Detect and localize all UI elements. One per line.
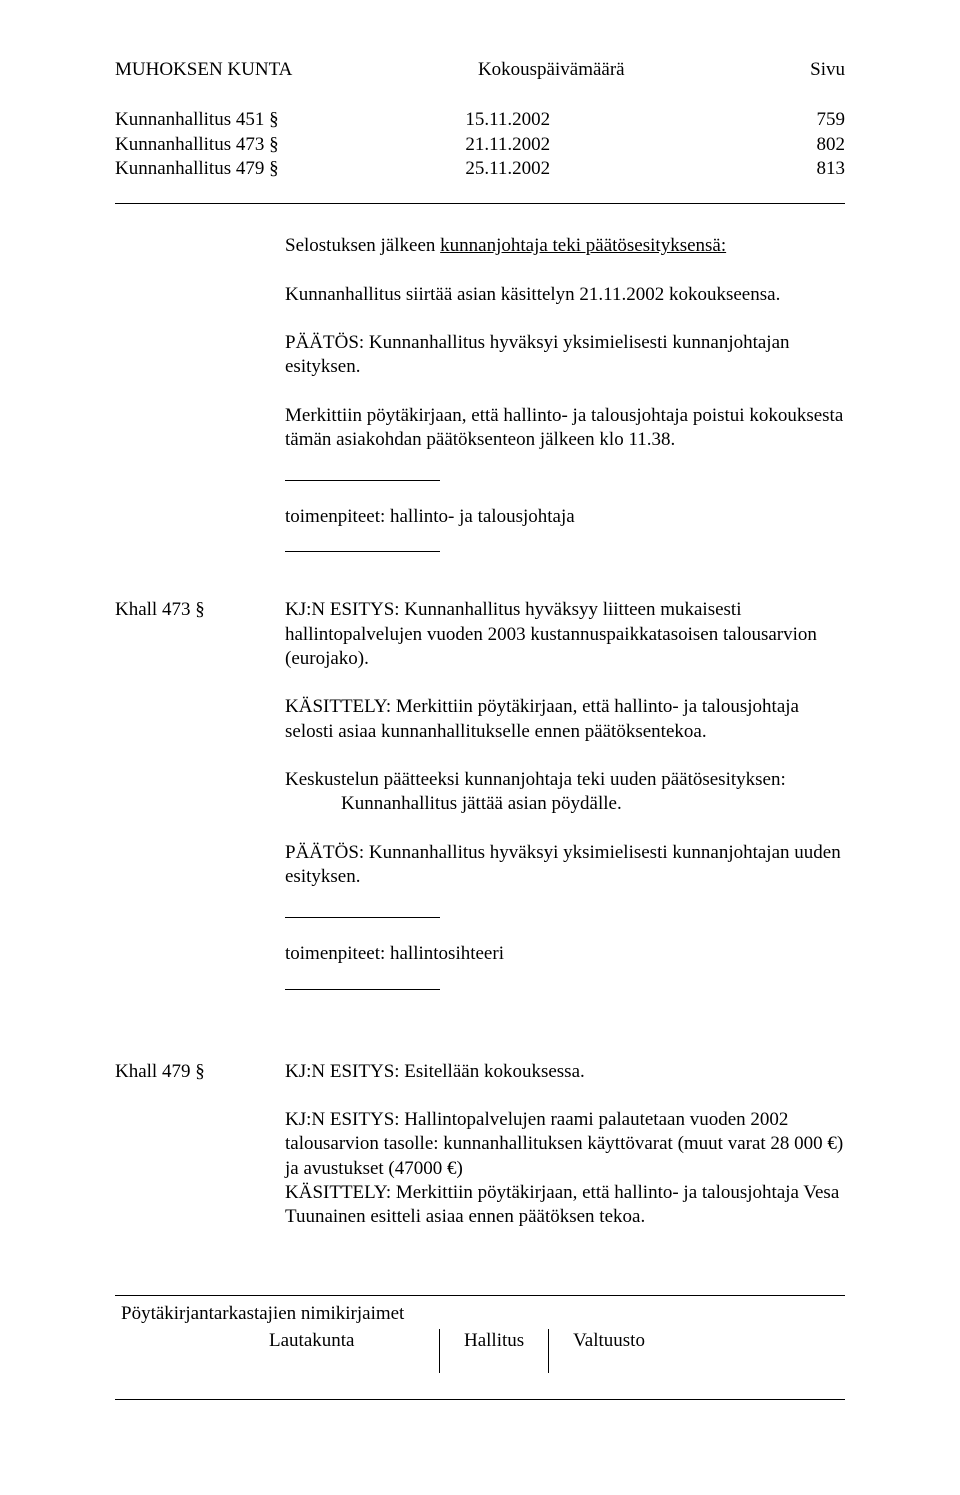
page: MUHOKSEN KUNTA Kokouspäivämäärä Sivu Kun… [0, 0, 960, 1495]
meeting-row: Kunnanhallitus 473 § 21.11.2002 802 [115, 133, 845, 157]
meeting-date: 15.11.2002 [465, 108, 655, 132]
meeting-body: Kunnanhallitus 473 § [115, 133, 465, 157]
intro-merk: Merkittiin pöytäkirjaan, että hallinto- … [285, 404, 845, 453]
khall473-paatos: PÄÄTÖS: Kunnanhallitus hyväksyi yksimiel… [285, 841, 845, 890]
date-header: Kokouspäivämäärä [478, 58, 625, 82]
meeting-page: 802 [655, 133, 845, 157]
khall473-toimenpiteet: toimenpiteet: hallintosihteeri [285, 942, 845, 966]
khall479-label: Khall 479 § [115, 1060, 285, 1254]
khall473-body: KJ:N ESITYS: Kunnanhallitus hyväksyy lii… [285, 598, 845, 1013]
footer-col-lautakunta: Lautakunta [121, 1329, 291, 1373]
meeting-body: Kunnanhallitus 451 § [115, 108, 465, 132]
footer-col-hallitus: Hallitus [439, 1329, 549, 1373]
intro-line1-underline: kunnanjohtaja teki päätösesityksensä: [440, 235, 726, 256]
intro-toimenpiteet: toimenpiteet: hallinto- ja talousjohtaja [285, 505, 845, 529]
khall473-section: Khall 473 § KJ:N ESITYS: Kunnanhallitus … [115, 598, 845, 1013]
footer-col3-label: Valtuusto [573, 1330, 645, 1351]
intro-block: Selostuksen jälkeen kunnanjohtaja teki p… [285, 234, 845, 552]
separator-line [285, 989, 440, 990]
khall473-keskustelu-indent: Kunnanhallitus jättää asian pöydälle. [341, 792, 622, 816]
khall473-kasittely: KÄSITTELY: Merkittiin pöytäkirjaan, että… [285, 695, 845, 744]
khall473-label: Khall 473 § [115, 598, 285, 1013]
meetings-block: Kunnanhallitus 451 § 15.11.2002 759 Kunn… [115, 108, 845, 181]
khall479-esitys1: KJ:N ESITYS: Esitellään kokouksessa. [285, 1060, 845, 1084]
footer-row: Lautakunta Hallitus Valtuusto [121, 1329, 845, 1373]
org-name: MUHOKSEN KUNTA [115, 58, 292, 82]
header-row: MUHOKSEN KUNTA Kokouspäivämäärä Sivu [115, 58, 845, 82]
meeting-page: 813 [655, 157, 845, 181]
intro-line1-pre: Selostuksen jälkeen [285, 235, 440, 256]
meeting-row: Kunnanhallitus 451 § 15.11.2002 759 [115, 108, 845, 132]
meeting-date: 25.11.2002 [465, 157, 655, 181]
khall479-body: KJ:N ESITYS: Esitellään kokouksessa. KJ:… [285, 1060, 845, 1254]
meeting-page: 759 [655, 108, 845, 132]
footer-col1-label: Lautakunta [269, 1329, 354, 1353]
separator-line [285, 917, 440, 918]
meeting-body: Kunnanhallitus 479 § [115, 157, 465, 181]
footer-box: Pöytäkirjantarkastajien nimikirjaimet La… [115, 1295, 845, 1399]
khall479-kasittely: KÄSITTELY: Merkittiin pöytäkirjaan, että… [285, 1181, 845, 1230]
meeting-row: Kunnanhallitus 479 § 25.11.2002 813 [115, 157, 845, 181]
intro-indent-para: Kunnanhallitus siirtää asian käsittelyn … [285, 283, 845, 307]
khall479-esitys2: KJ:N ESITYS: Hallintopalvelujen raami pa… [285, 1108, 845, 1181]
intro-line1: Selostuksen jälkeen kunnanjohtaja teki p… [285, 234, 845, 258]
khall473-keskustelu: Keskustelun päätteeksi kunnanjohtaja tek… [285, 768, 845, 817]
intro-paatos: PÄÄTÖS: Kunnanhallitus hyväksyi yksimiel… [285, 331, 845, 380]
khall473-keskustelu-line: Keskustelun päätteeksi kunnanjohtaja tek… [285, 769, 786, 790]
header-box: MUHOKSEN KUNTA Kokouspäivämäärä Sivu Kun… [115, 58, 845, 204]
meeting-date: 21.11.2002 [465, 133, 655, 157]
khall473-esitys: KJ:N ESITYS: Kunnanhallitus hyväksyy lii… [285, 598, 845, 671]
khall479-section: Khall 479 § KJ:N ESITYS: Esitellään koko… [115, 1060, 845, 1254]
page-header: Sivu [810, 58, 845, 82]
footer-col2-label: Hallitus [464, 1329, 524, 1353]
footer-title: Pöytäkirjantarkastajien nimikirjaimet [121, 1302, 845, 1326]
separator-line [285, 551, 440, 552]
footer-inner: Pöytäkirjantarkastajien nimikirjaimet La… [115, 1296, 845, 1398]
separator-line [285, 480, 440, 481]
footer-col-valtuusto: Valtuusto [573, 1329, 645, 1373]
